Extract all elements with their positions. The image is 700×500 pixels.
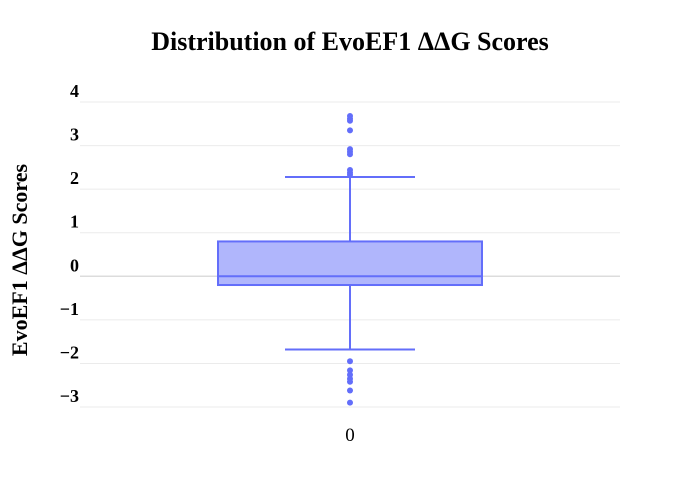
outlier-point xyxy=(347,387,353,394)
outlier-point xyxy=(347,378,353,385)
iqr-box xyxy=(217,240,483,287)
x-tick-labels: 0 xyxy=(345,425,355,446)
outlier-point xyxy=(347,117,353,124)
plot-area xyxy=(217,112,483,406)
outlier-point xyxy=(347,367,353,374)
y-tick-label: 1 xyxy=(70,212,79,232)
outlier-point xyxy=(347,358,353,365)
y-tick-label: −3 xyxy=(60,386,79,406)
outlier-point xyxy=(347,399,353,406)
y-tick-label: −2 xyxy=(60,342,79,362)
x-tick-label: 0 xyxy=(345,425,355,446)
chart-title: Distribution of EvoEF1 ΔΔG Scores xyxy=(151,27,549,56)
y-axis-label: EvoEF1 ΔΔG Scores xyxy=(7,163,32,356)
outlier-point xyxy=(347,151,353,158)
y-tick-label: 3 xyxy=(70,125,79,145)
y-tick-label: 4 xyxy=(70,81,79,101)
outlier-point xyxy=(347,171,353,178)
outlier-point xyxy=(347,127,353,134)
y-tick-label: −1 xyxy=(60,299,79,319)
y-tick-label: 2 xyxy=(70,168,79,188)
y-tick-label: 0 xyxy=(70,255,79,275)
y-tick-labels: 4 3 2 1 0 −1 −2 −3 xyxy=(60,81,79,406)
